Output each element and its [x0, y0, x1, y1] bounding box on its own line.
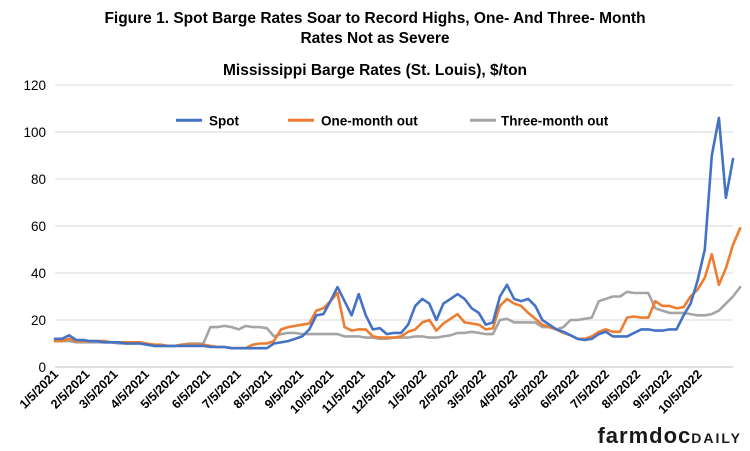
brand-part-1: farmdoc [597, 423, 692, 448]
series-line-spot [53, 116, 735, 350]
y-tick-label: 20 [31, 313, 46, 328]
y-tick-label: 120 [23, 78, 46, 93]
y-tick-label: 0 [38, 360, 46, 375]
y-tick-label: 40 [31, 266, 46, 281]
chart-title-line-2: Rates Not as Severe [300, 30, 450, 47]
y-tick-label: 60 [31, 219, 46, 234]
brand-logo: farmdocDAILY [597, 423, 742, 449]
legend-label: One-month out [321, 113, 418, 128]
legend-label: Three-month out [501, 113, 609, 128]
y-tick-label: 100 [23, 125, 46, 140]
y-tick-label: 80 [31, 172, 46, 187]
chart-subtitle: Mississippi Barge Rates (St. Louis), $/t… [222, 62, 528, 79]
legend-label: Spot [209, 113, 239, 128]
brand-part-2: DAILY [691, 430, 742, 446]
chart-title-line-1: Figure 1. Spot Barge Rates Soar to Recor… [104, 10, 646, 27]
